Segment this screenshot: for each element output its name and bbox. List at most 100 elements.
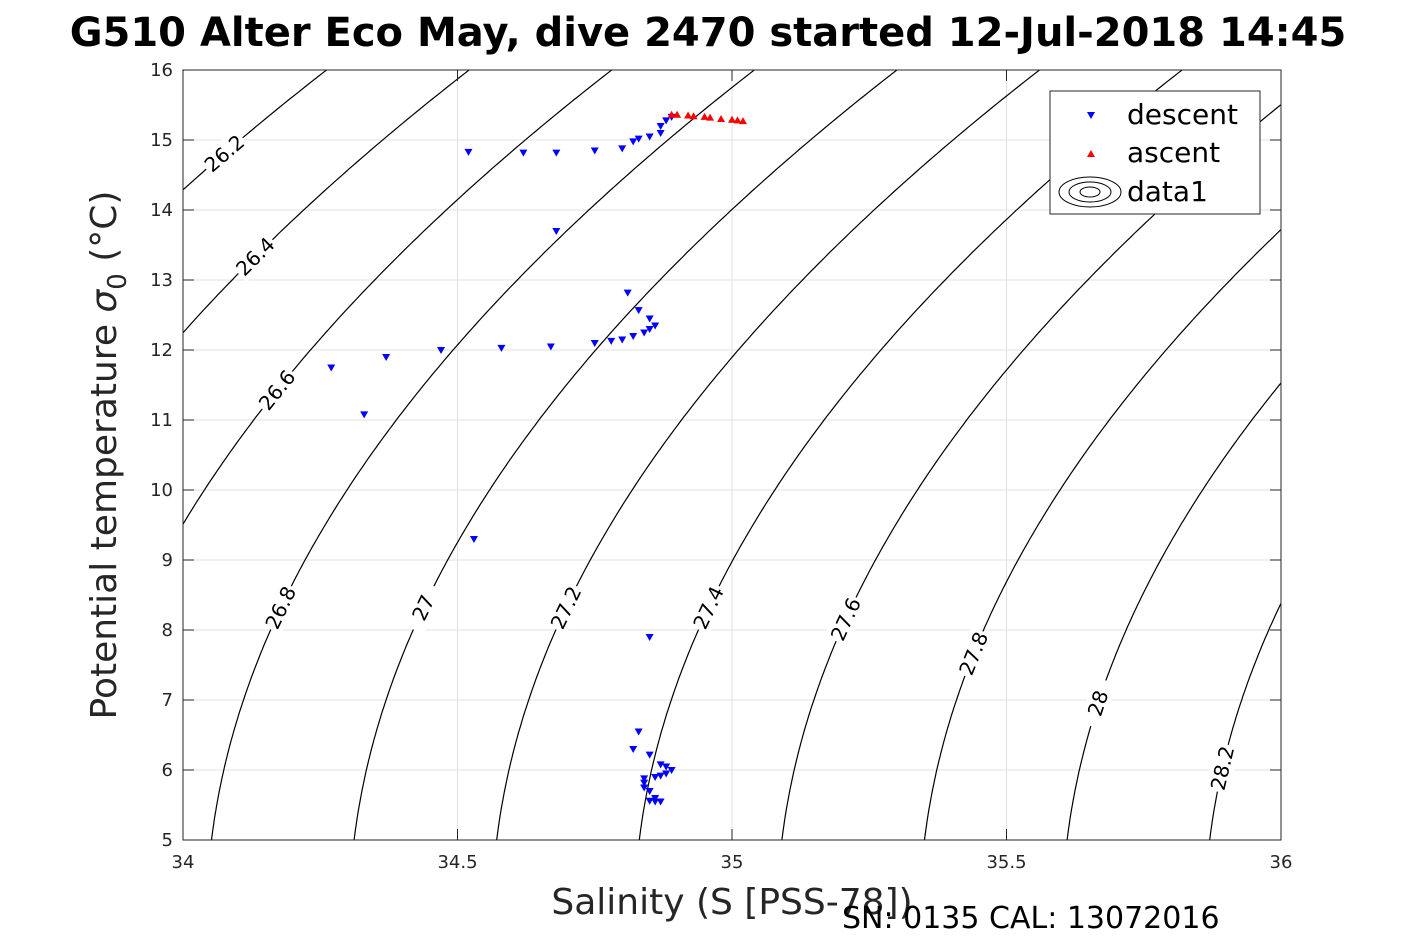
legend: descent ascent data1 (1049, 90, 1261, 215)
descent-point-14 (634, 307, 643, 315)
descent-point-27 (662, 117, 671, 125)
contour-label-bg-26.6 (252, 363, 302, 417)
descent-point-10 (640, 329, 649, 337)
y-tick-label-3: 8 (162, 620, 173, 641)
contour-line-26.4 (183, 70, 471, 334)
descent-point-6 (590, 340, 599, 347)
y-tick-label-2: 7 (162, 690, 173, 711)
y-tick-label-10: 15 (150, 130, 173, 151)
descent-point-8 (618, 336, 627, 344)
descent-point-19 (552, 149, 561, 157)
contour-label-bg-27.2 (544, 580, 588, 635)
descent-series (327, 113, 676, 806)
legend-ascent-marker (1087, 150, 1095, 157)
ascent-point-1 (684, 111, 693, 119)
descent-point-7 (607, 337, 616, 345)
ascent-series (667, 110, 747, 125)
y-axis-label: Potential temperature σ0 (°C) (84, 191, 133, 720)
contour-label-bg-26.2 (198, 128, 251, 179)
descent-point-9 (629, 333, 638, 340)
descent-point-22 (629, 138, 638, 146)
ascent-point-8 (673, 110, 682, 118)
descent-point-17 (464, 148, 473, 156)
legend-data1-label: data1 (1127, 175, 1208, 208)
descent-point-42 (640, 784, 649, 792)
contour-label-bg-28.2 (1205, 741, 1240, 795)
y-axis-label-main: Potential temperature (84, 313, 125, 720)
descent-point-46 (651, 798, 660, 806)
descent-point-45 (645, 797, 654, 805)
ascent-point-3 (717, 115, 726, 122)
contour-label-bg-26.4 (229, 231, 281, 282)
descent-point-34 (656, 761, 665, 769)
ascent-point-2 (700, 112, 709, 120)
y-axis-label-symbol: σ (84, 289, 125, 313)
contour-label-bg-28 (1079, 676, 1117, 730)
descent-point-32 (629, 746, 638, 753)
legend-descent-label: descent (1127, 98, 1238, 131)
x-tick-label-0: 34 (172, 852, 195, 873)
descent-point-47 (656, 798, 665, 806)
descent-point-5 (546, 343, 555, 351)
descent-point-24 (645, 133, 654, 141)
x-tick-label-3: 35.5 (986, 852, 1026, 873)
descent-point-16 (552, 228, 561, 235)
sensor-footer: SN: 0135 CAL: 13072016 (842, 901, 1220, 936)
descent-point-33 (645, 751, 654, 759)
descent-point-12 (651, 322, 660, 330)
contour-line-27.2 (496, 70, 1041, 840)
contour-label-bg-27 (402, 580, 445, 635)
legend-data1-contour-icon (1058, 176, 1122, 208)
y-tick-label-11: 16 (150, 60, 173, 81)
contour-label-bg-26.8 (259, 580, 302, 635)
x-tick-label-4: 36 (1270, 852, 1293, 873)
y-axis-label-unit: (°C) (84, 191, 125, 274)
density-contours (183, 70, 1281, 840)
ascent-point-7 (689, 112, 698, 120)
descent-point-35 (662, 763, 671, 771)
descent-point-31 (634, 728, 643, 736)
descent-point-11 (645, 326, 654, 333)
descent-point-39 (651, 774, 660, 781)
y-tick-label-9: 14 (150, 200, 173, 221)
descent-point-26 (656, 123, 665, 130)
ascent-point-6 (706, 113, 715, 121)
descent-point-15 (623, 289, 632, 297)
contour-label-bg-27.8 (953, 626, 994, 681)
descent-point-40 (640, 775, 649, 783)
chart-title: G510 Alter Eco May, dive 2470 started 12… (70, 10, 1347, 56)
contour-line-26.6 (183, 70, 613, 526)
ascent-point-4 (733, 116, 742, 124)
contour-line-27.8 (923, 228, 1281, 840)
descent-point-36 (667, 767, 676, 774)
descent-point-13 (645, 315, 654, 323)
descent-point-37 (662, 770, 671, 778)
descent-point-23 (634, 135, 643, 143)
contour-label-bg-27.4 (687, 580, 730, 635)
legend-box (1049, 90, 1261, 215)
x-tick-label-1: 34.5 (437, 852, 477, 873)
ascent-point-0 (667, 110, 676, 118)
y-axis-label-subscript: 0 (103, 273, 133, 290)
contour-line-27 (353, 70, 898, 840)
legend-descent-marker (1087, 112, 1095, 119)
y-tick-label-8: 13 (150, 270, 173, 291)
ascent-point-5 (738, 117, 747, 125)
contour-label-bg-27.6 (824, 592, 867, 647)
descent-point-1 (360, 411, 369, 419)
descent-point-30 (645, 634, 654, 641)
descent-point-18 (519, 149, 528, 157)
descent-point-21 (618, 145, 627, 153)
contour-line-26.8 (210, 70, 756, 840)
x-tick-label-2: 35 (721, 852, 744, 873)
descent-point-2 (382, 354, 391, 361)
descent-point-20 (590, 147, 599, 155)
descent-point-3 (437, 347, 446, 354)
x-axis-label: Salinity (S [PSS-78]) (551, 882, 912, 923)
descent-point-25 (656, 130, 665, 137)
y-tick-label-5: 10 (150, 480, 173, 501)
descent-point-29 (469, 536, 478, 543)
y-tick-label-6: 11 (150, 410, 173, 431)
ascent-point-9 (728, 115, 736, 123)
